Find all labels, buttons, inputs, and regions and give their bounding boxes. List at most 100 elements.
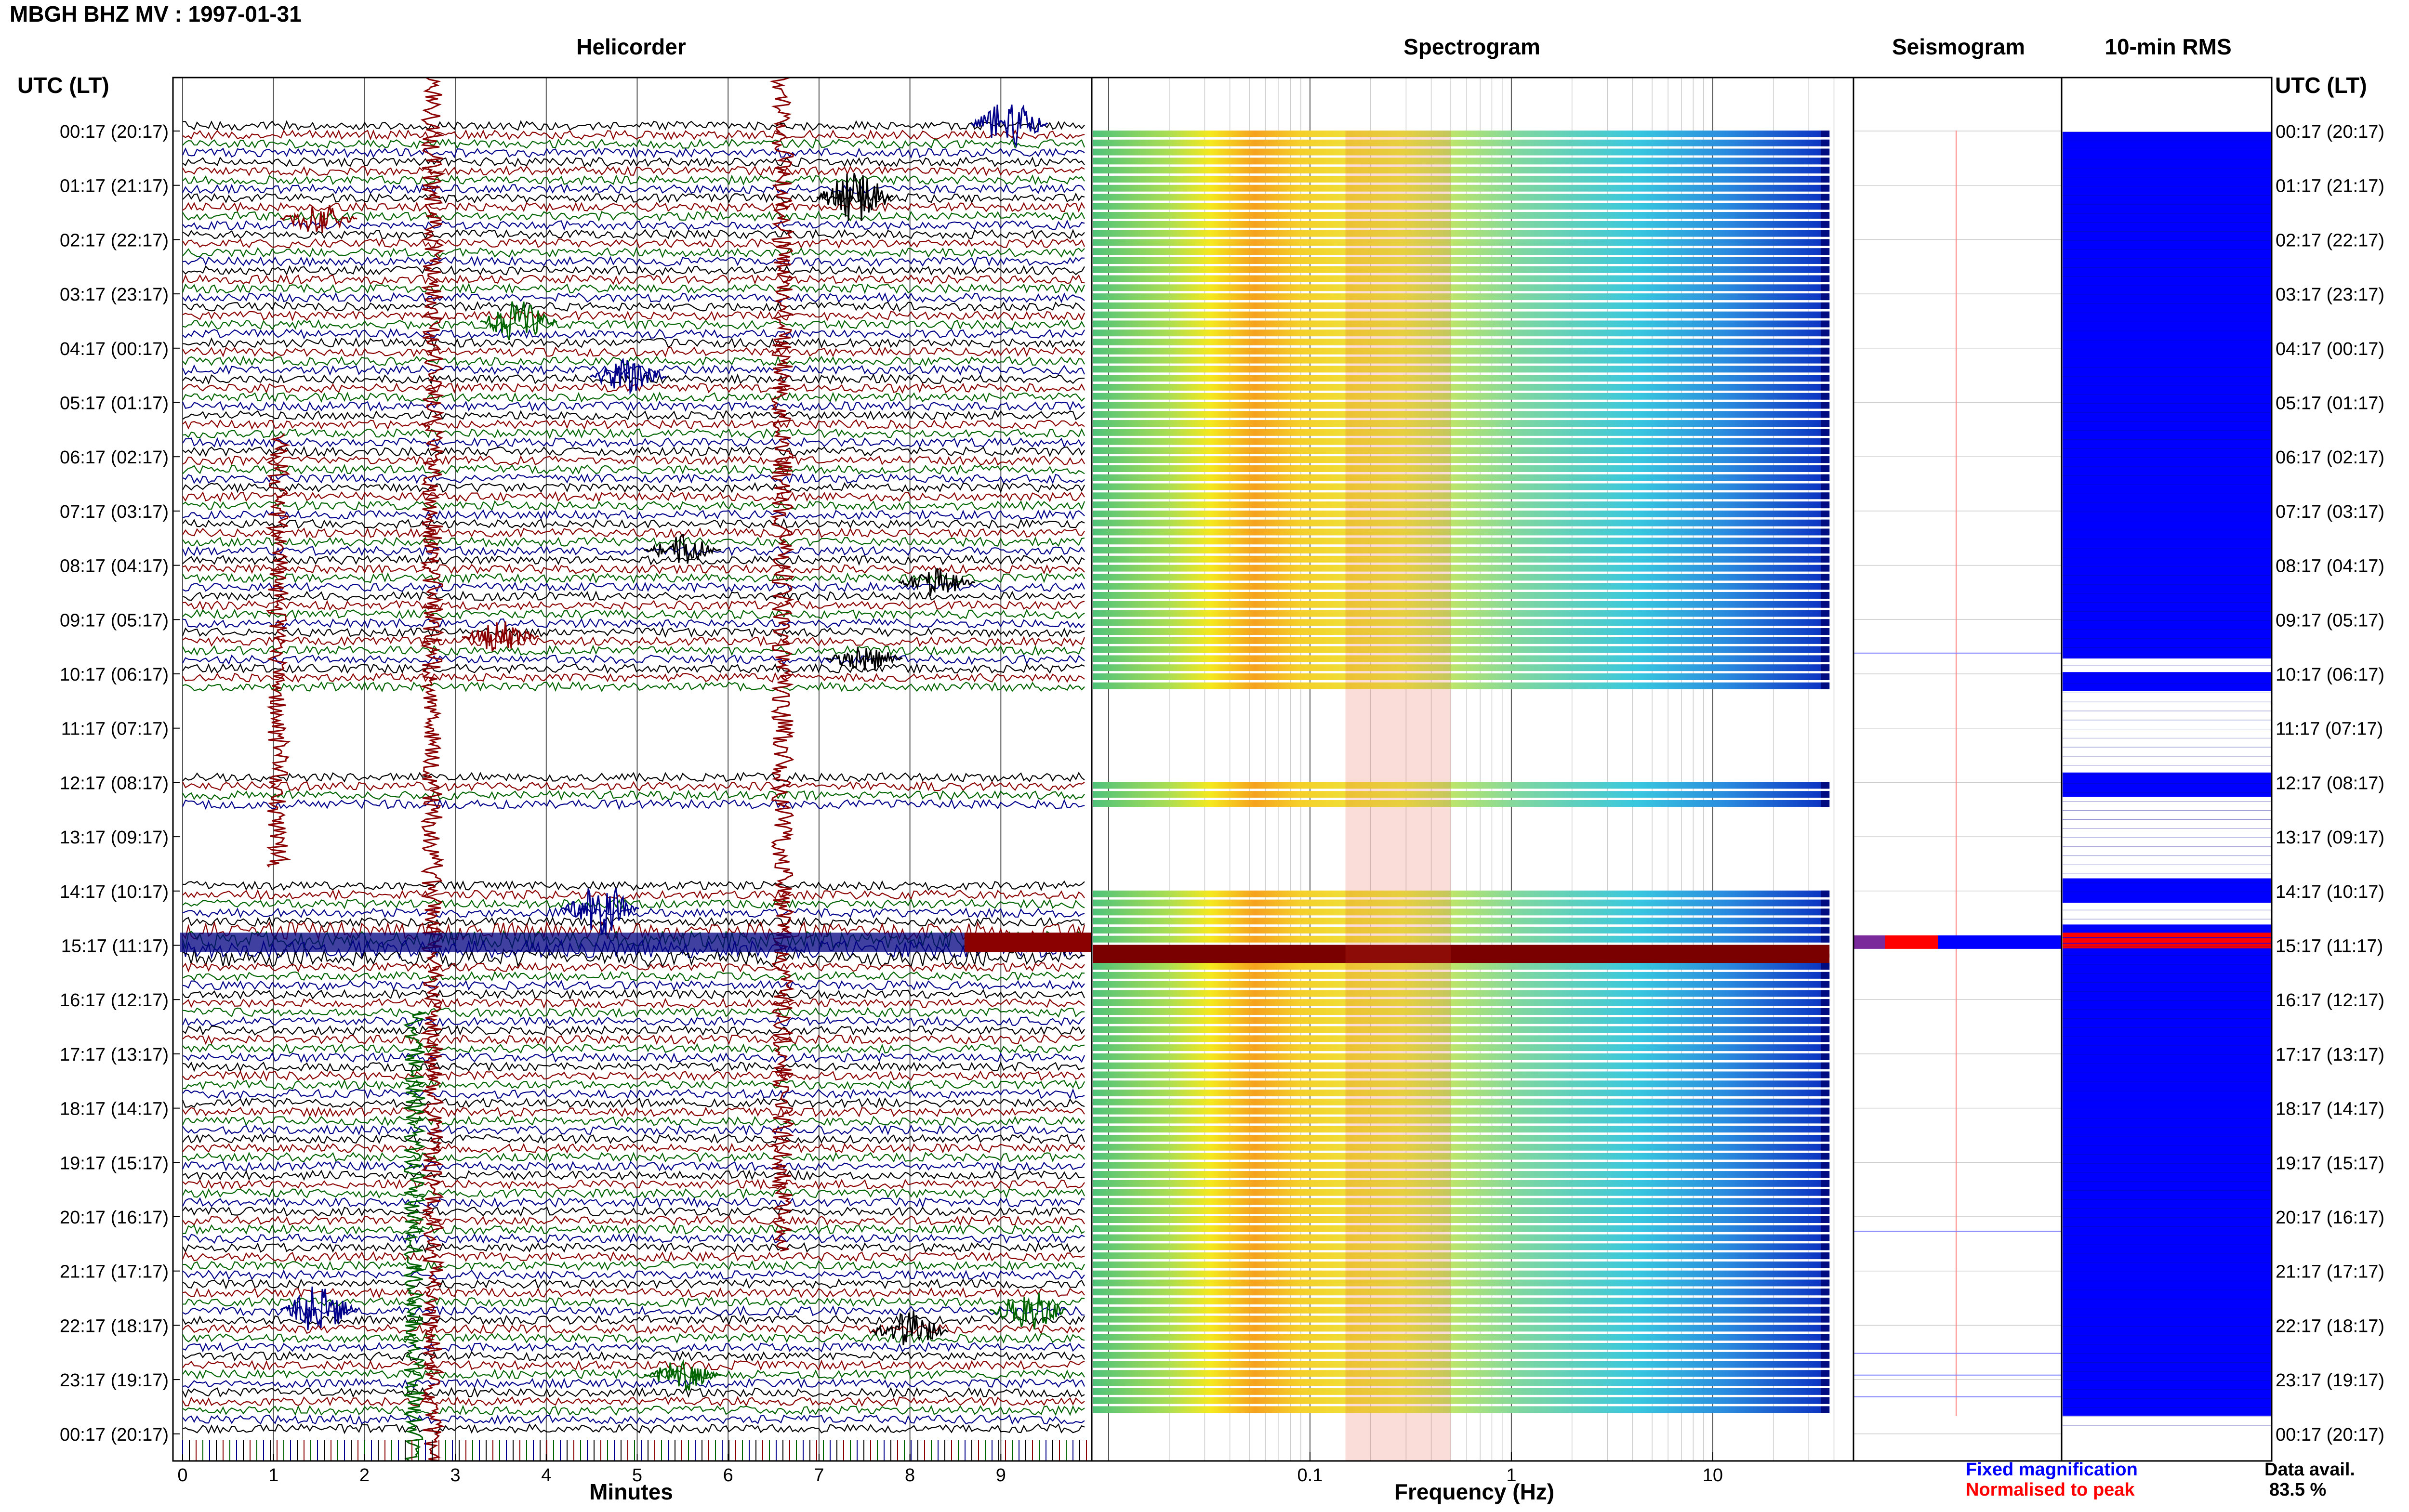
row-labels-right: 00:17 (20:17) 01:17 (21:17) 02:17 (22:17) 0… [2276, 122, 2384, 1445]
heli-trace [182, 998, 1085, 1009]
row-label-right: 17:17 (13:17) [2276, 1045, 2384, 1065]
row-label-left: 04:17 (00:17) [60, 339, 169, 359]
spec-row-edge [1821, 1017, 1830, 1024]
heli-xtick-label: 5 [632, 1465, 642, 1486]
row-label-right: 11:17 (07:17) [2276, 719, 2383, 739]
spec-row-edge [1821, 1126, 1830, 1133]
spec-row-edge [1821, 203, 1830, 210]
spec-row-edge [1821, 791, 1830, 798]
spec-row [1093, 1117, 1830, 1124]
heli-trace [182, 229, 1085, 240]
spec-row [1093, 1342, 1830, 1350]
spec-row [1093, 356, 1830, 364]
heli-spike [420, 78, 446, 1461]
spec-row-edge [1821, 320, 1830, 328]
spec-row [1093, 212, 1830, 219]
heli-event [280, 205, 357, 233]
spec-row [1093, 203, 1830, 210]
row-label-right: 01:17 (21:17) [2276, 176, 2384, 197]
spec-row [1093, 492, 1830, 500]
spec-row [1093, 131, 1830, 137]
heli-trace [182, 1061, 1085, 1073]
spec-row [1093, 1207, 1830, 1214]
heli-trace [182, 889, 1085, 901]
spec-row [1093, 637, 1830, 644]
heli-trace [182, 789, 1085, 801]
row-label-right: 02:17 (22:17) [2276, 230, 2384, 250]
spec-row [1093, 1062, 1830, 1069]
heli-trace [182, 662, 1085, 674]
spec-row-edge [1821, 1071, 1830, 1078]
spec-row [1093, 366, 1830, 373]
spec-row-edge [1821, 1098, 1830, 1105]
heli-trace [182, 1079, 1085, 1091]
heli-trace [182, 518, 1085, 529]
spec-row [1093, 574, 1830, 581]
row-label-right: 04:17 (00:17) [2276, 339, 2384, 359]
spec-row [1093, 1126, 1830, 1133]
heli-trace [182, 382, 1085, 394]
spec-row-edge [1821, 1044, 1830, 1052]
spec-row [1093, 257, 1830, 264]
heli-trace [182, 907, 1085, 919]
heli-trace [182, 916, 1085, 927]
spec-row-edge [1821, 1234, 1830, 1241]
row-label-left: 00:17 (20:17) [60, 122, 169, 142]
rms-layer [2063, 131, 2271, 1426]
spec-row [1093, 1180, 1830, 1187]
heli-trace [182, 771, 1085, 783]
heli-trace [182, 237, 1085, 249]
spec-row [1093, 329, 1830, 337]
spec-row-edge [1821, 1216, 1830, 1223]
spec-row [1093, 972, 1830, 979]
heli-trace [182, 428, 1085, 439]
spec-row-edge [1821, 565, 1830, 572]
heli-trace [182, 409, 1085, 421]
utc-label-left: UTC (LT) [17, 73, 109, 98]
spec-row [1093, 1134, 1830, 1142]
spec-row-edge [1821, 1298, 1830, 1305]
spec-row-edge [1821, 637, 1830, 644]
row-label-right: 20:17 (16:17) [2276, 1208, 2384, 1228]
utc-label-right: UTC (LT) [2275, 73, 2367, 98]
spec-row-edge [1821, 1342, 1830, 1350]
spec-row [1093, 148, 1830, 156]
heli-trace [182, 1196, 1085, 1209]
spec-row [1093, 899, 1830, 907]
heli-trace [182, 419, 1085, 430]
spec-row [1093, 1388, 1830, 1395]
spectrogram-title: Spectrogram [1403, 34, 1540, 59]
heli-trace [182, 509, 1085, 520]
spec-row-edge [1821, 673, 1830, 680]
spec-row [1093, 1334, 1830, 1341]
spec-row [1093, 583, 1830, 590]
heli-trace [182, 971, 1085, 982]
spec-row-edge [1821, 646, 1830, 653]
heli-trace [182, 979, 1085, 991]
spec-row-edge [1821, 1334, 1830, 1341]
spec-row-edge [1821, 682, 1830, 689]
spec-row-edge [1821, 1288, 1830, 1296]
spec-row [1093, 1098, 1830, 1105]
spec-row-edge [1821, 890, 1830, 897]
heli-dense-band-red [964, 933, 1092, 952]
spec-row-edge [1821, 1144, 1830, 1151]
heli-trace [182, 627, 1085, 638]
spec-row-edge [1821, 1035, 1830, 1042]
heli-trace [182, 129, 1085, 141]
spec-row-edge [1821, 538, 1830, 545]
spec-xtick-label: 10 [1703, 1465, 1723, 1486]
heli-trace [182, 373, 1085, 385]
spec-row-edge [1821, 383, 1830, 391]
heli-xtick-label: 2 [359, 1465, 370, 1486]
spec-row [1093, 1053, 1830, 1060]
spec-row [1093, 565, 1830, 572]
heli-trace [182, 947, 1085, 968]
spec-row [1093, 1279, 1830, 1287]
heli-trace [182, 1025, 1085, 1036]
spec-row-edge [1821, 483, 1830, 490]
heli-xtick-label: 6 [723, 1465, 733, 1486]
spec-row [1093, 646, 1830, 653]
spec-row-edge [1821, 339, 1830, 346]
helicorder-grid [182, 78, 1002, 1461]
